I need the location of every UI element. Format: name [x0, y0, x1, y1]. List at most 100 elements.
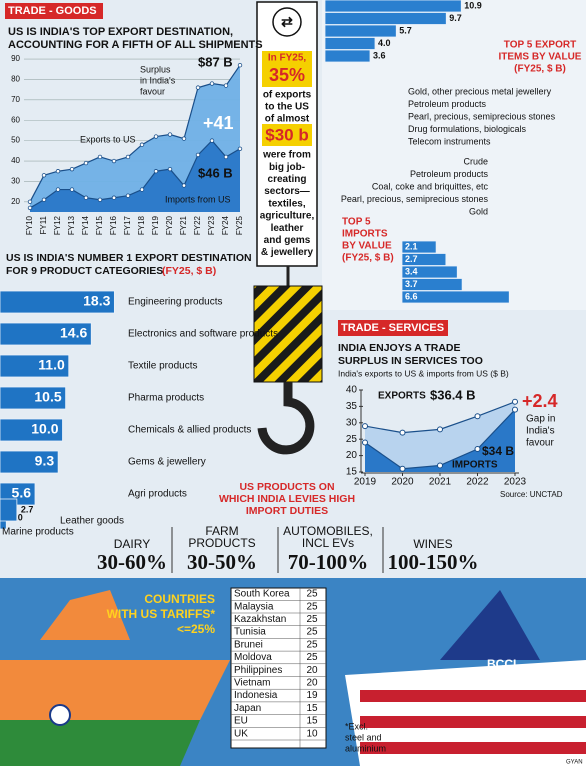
point [83, 160, 89, 166]
bar [324, 49, 371, 63]
duty-rate: 70-100% [288, 550, 369, 574]
category-label: Chemicals & allied products [128, 425, 251, 436]
annotation: favour [526, 438, 554, 449]
value-label: 2.7 [21, 504, 34, 514]
point [153, 169, 159, 174]
country: Malaysia [234, 601, 274, 612]
point [181, 183, 187, 188]
hook-text: agriculture, [260, 211, 315, 222]
y-tick-label: 20 [346, 450, 358, 461]
tariff: 25 [306, 652, 318, 663]
point [139, 142, 145, 147]
point [223, 83, 229, 88]
source: Source: UNCTAD [500, 490, 563, 499]
bar [0, 386, 67, 410]
x-tick-label: FY22 [193, 215, 202, 235]
icon [272, 7, 302, 37]
footnote: aluminium [345, 743, 386, 753]
point [223, 154, 229, 160]
legend-label: EXPORTS [378, 391, 426, 402]
point [512, 406, 518, 413]
tariffs-title: WITH US TARIFFS* [107, 607, 216, 621]
bar [324, 0, 462, 13]
annotation: favour [140, 86, 165, 96]
category-label: Pearl, precious, semiprecious stones [341, 194, 489, 204]
point [97, 197, 103, 202]
y-tick-label: 80 [11, 75, 20, 84]
point [153, 134, 159, 139]
legend-label: IMPORTS [452, 460, 498, 471]
duty-product: AUTOMOBILES, [283, 524, 373, 538]
tariffs-title: COUNTRIES [144, 592, 215, 606]
section-label: TRADE - SERVICES [341, 322, 444, 334]
x-tick-label: FY13 [67, 215, 76, 235]
bar [324, 37, 376, 50]
value-label: 3.7 [405, 279, 418, 289]
point [69, 166, 75, 172]
bar [0, 322, 92, 346]
point [474, 446, 481, 453]
value-label: 10.9 [464, 0, 482, 10]
duty-product: DAIRY [114, 537, 150, 551]
icon-symbol: ⇄ [281, 14, 293, 30]
annotation: Gap in [526, 414, 555, 425]
x-tick-label: 2019 [354, 477, 377, 488]
category-label: Marine products [2, 527, 74, 538]
annotation: Surplus [140, 64, 171, 74]
x-tick-label: 2020 [391, 477, 414, 488]
boat-hull [0, 660, 230, 720]
duty-product: INCL EVs [302, 536, 354, 550]
legend-label: Imports from US [165, 194, 231, 204]
tariff: 15 [306, 716, 318, 727]
annotation: +2.4 [522, 391, 558, 411]
tariff-table [230, 587, 327, 749]
y-tick-label: 30 [11, 177, 20, 186]
point [362, 423, 368, 430]
bar [401, 265, 458, 279]
value-label: 9.3 [35, 453, 55, 469]
annotation: India's [526, 426, 555, 437]
bar [401, 278, 463, 291]
category-label: Pharma products [128, 393, 204, 404]
duty-rate: 30-50% [187, 550, 257, 574]
country: UK [234, 728, 248, 739]
point [209, 138, 215, 143]
footnote: *Excl. [345, 721, 368, 731]
section-label: TRADE - GOODS [8, 5, 97, 17]
stripe [360, 690, 586, 702]
category-label: Drug formulations, biologicals [408, 124, 527, 134]
value-label: 9.7 [449, 13, 462, 23]
point [167, 132, 173, 137]
category-label: Pearl, precious, semiprecious stones [408, 111, 556, 121]
area [30, 140, 240, 212]
y-tick-label: 70 [11, 95, 20, 104]
chart-title: ITEMS BY VALUE [499, 52, 582, 63]
x-tick-label: FY10 [25, 215, 34, 235]
bar [401, 240, 437, 254]
tariff: 25 [306, 589, 318, 600]
chart-title: TOP 5 EXPORT [504, 40, 576, 51]
x-tick-label: FY18 [137, 215, 146, 235]
y-tick-label: 40 [346, 385, 358, 396]
country: Philippines [234, 665, 282, 676]
y-tick-label: 25 [346, 434, 358, 445]
y-tick-label: 30 [346, 417, 358, 428]
value-label: 5.7 [399, 25, 412, 35]
y-tick-label: 20 [11, 197, 20, 206]
category-label: Crude [463, 156, 488, 166]
hook-text: sectors— [264, 186, 310, 197]
duty-product: FARM [205, 524, 238, 538]
x-tick-label: FY25 [235, 215, 244, 235]
value-label: 6.6 [405, 291, 418, 301]
line [29, 64, 241, 203]
us-sail [440, 590, 540, 660]
x-tick-label: FY20 [165, 215, 174, 235]
tariff: 25 [306, 614, 318, 625]
value-label: 5.6 [12, 485, 32, 501]
value-label: 3.4 [405, 266, 418, 276]
point [55, 187, 61, 192]
bar [0, 354, 70, 378]
duty-rate: 100-150% [388, 550, 479, 574]
